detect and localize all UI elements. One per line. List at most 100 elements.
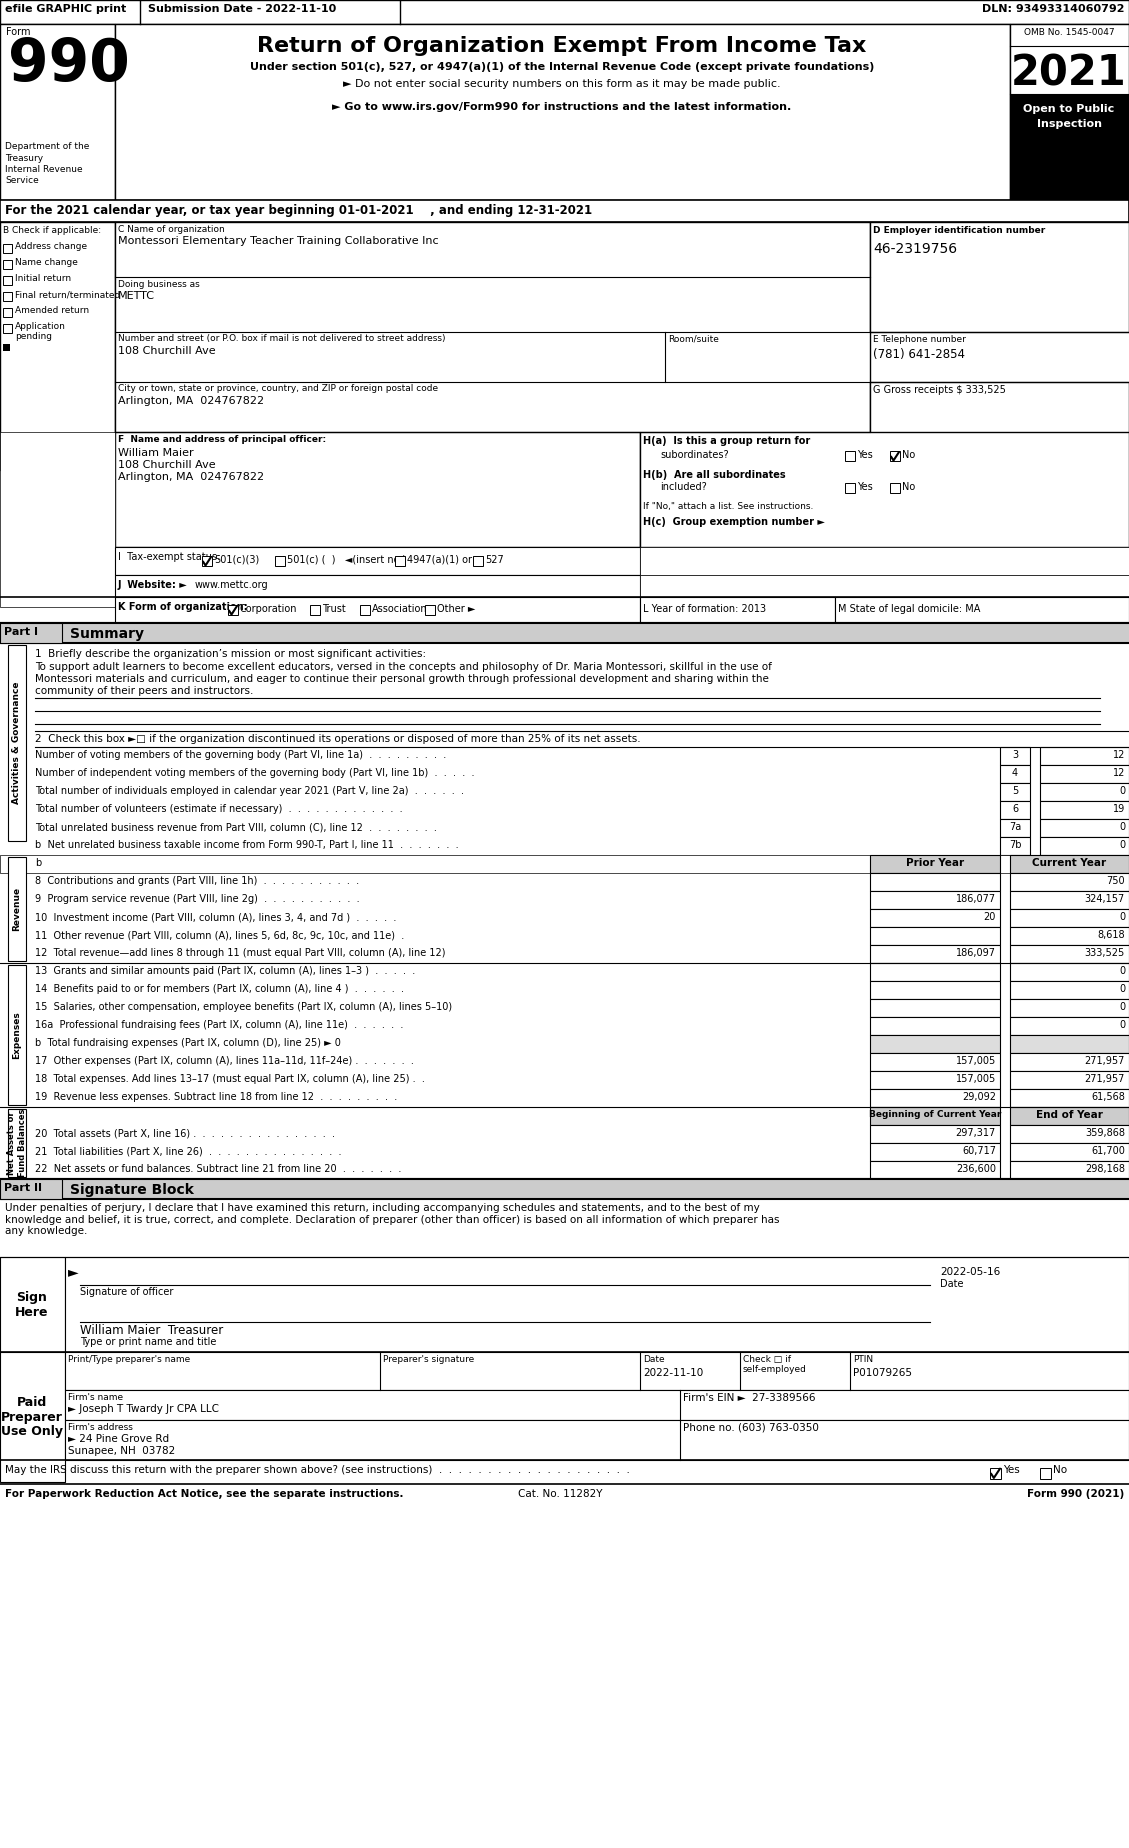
Text: Form: Form [6,28,30,37]
Text: 527: 527 [485,554,504,565]
Bar [1010,94,1129,200]
Bar [870,1000,1000,1016]
Text: 271,957: 271,957 [1085,1074,1124,1085]
Bar [835,597,1129,623]
Text: William Maier: William Maier [119,447,194,458]
Bar [1010,1144,1129,1161]
Text: 11  Other revenue (Part VIII, column (A), lines 5, 6d, 8c, 9c, 10c, and 11e)  .: 11 Other revenue (Part VIII, column (A),… [35,930,404,941]
Text: 297,317: 297,317 [956,1127,996,1138]
Text: 5: 5 [1012,785,1018,796]
Bar [0,623,62,643]
Bar [0,623,1129,643]
Text: Signature of officer: Signature of officer [80,1286,174,1297]
Text: H(a)  Is this a group return for: H(a) Is this a group return for [644,436,811,445]
Bar [870,1072,1000,1088]
Text: 333,525: 333,525 [1085,948,1124,957]
Bar [890,482,900,493]
Text: 2022-11-10: 2022-11-10 [644,1368,703,1379]
Text: Form 990 (2021): Form 990 (2021) [1026,1489,1124,1499]
Bar [1010,1107,1129,1125]
Bar [473,556,483,565]
Text: 501(c)(3): 501(c)(3) [215,554,260,565]
Text: Treasury: Treasury [5,153,43,163]
Bar [870,1161,1000,1179]
Text: Open to Public: Open to Public [1023,103,1114,115]
Bar [870,1016,1000,1035]
Text: b  Net unrelated business taxable income from Form 990-T, Part I, line 11  .  . : b Net unrelated business taxable income … [35,841,458,850]
Bar [8,1109,26,1177]
Text: 186,077: 186,077 [956,894,996,904]
Bar [202,556,212,565]
Text: 8  Contributions and grants (Part VIII, line 1h)  .  .  .  .  .  .  .  .  .  .  : 8 Contributions and grants (Part VIII, l… [35,876,359,885]
Text: Return of Organization Exempt From Income Tax: Return of Organization Exempt From Incom… [257,35,867,55]
Text: 324,157: 324,157 [1085,894,1124,904]
Text: 2022-05-16: 2022-05-16 [940,1268,1000,1277]
Bar [1010,1000,1129,1016]
Text: Final return/terminated: Final return/terminated [15,290,121,299]
Bar [1040,765,1129,784]
Bar [870,1144,1000,1161]
Bar [1000,747,1030,765]
Bar [1040,784,1129,800]
Text: PTIN: PTIN [854,1355,873,1364]
Bar [1010,1161,1129,1179]
Text: 20: 20 [983,913,996,922]
Text: 2  Check this box ►□ if the organization discontinued its operations or disposed: 2 Check this box ►□ if the organization … [35,734,640,745]
Bar [228,604,238,615]
Bar [1000,819,1030,837]
Text: Under penalties of perjury, I declare that I have examined this return, includin: Under penalties of perjury, I declare th… [5,1203,779,1236]
Bar [1010,909,1129,928]
Text: 14  Benefits paid to or for members (Part IX, column (A), line 4 )  .  .  .  .  : 14 Benefits paid to or for members (Part… [35,983,404,994]
Text: Service: Service [5,176,38,185]
Text: Total number of individuals employed in calendar year 2021 (Part V, line 2a)  . : Total number of individuals employed in … [35,785,464,796]
Bar [1010,872,1129,891]
Bar [870,856,1000,872]
Text: Part I: Part I [5,626,38,638]
Bar [0,1257,65,1353]
Text: Paid
Preparer
Use Only: Paid Preparer Use Only [1,1395,63,1438]
Text: No: No [902,482,916,492]
Text: Type or print name and title: Type or print name and title [80,1336,217,1347]
Bar [115,432,640,547]
Text: Address change: Address change [15,242,87,251]
Bar [1000,765,1030,784]
Text: DLN: 93493314060792: DLN: 93493314060792 [981,4,1124,15]
Text: For the 2021 calendar year, or tax year beginning 01-01-2021    , and ending 12-: For the 2021 calendar year, or tax year … [5,203,592,216]
Text: Application: Application [15,322,65,331]
Text: 0: 0 [1119,983,1124,994]
Text: 19  Revenue less expenses. Subtract line 18 from line 12  .  .  .  .  .  .  .  .: 19 Revenue less expenses. Subtract line … [35,1092,397,1101]
Bar [3,275,12,285]
Text: 0: 0 [1119,1020,1124,1029]
Text: D Employer identification number: D Employer identification number [873,225,1045,235]
Text: Total number of volunteers (estimate if necessary)  .  .  .  .  .  .  .  .  .  .: Total number of volunteers (estimate if … [35,804,403,813]
Bar [1010,1016,1129,1035]
Bar [1010,981,1129,1000]
Text: Date: Date [940,1279,963,1290]
Text: 19: 19 [1113,804,1124,813]
Text: included?: included? [660,482,707,492]
Bar [8,965,26,1105]
Text: Yes: Yes [857,451,873,460]
Text: Expenses: Expenses [12,1011,21,1059]
Bar [990,1467,1001,1478]
Text: 0: 0 [1119,785,1124,796]
Text: 13  Grants and similar amounts paid (Part IX, column (A), lines 1–3 )  .  .  .  : 13 Grants and similar amounts paid (Part… [35,967,415,976]
Bar [360,604,370,615]
Bar [870,1125,1000,1144]
Bar [115,222,870,469]
Bar [1010,856,1129,872]
Text: Department of the: Department of the [5,142,89,152]
Text: 18  Total expenses. Add lines 13–17 (must equal Part IX, column (A), line 25) . : 18 Total expenses. Add lines 13–17 (must… [35,1074,425,1085]
Text: 7b: 7b [1008,841,1022,850]
Text: Association: Association [371,604,428,614]
Text: 0: 0 [1119,967,1124,976]
Text: No: No [1053,1465,1067,1475]
Bar [1010,891,1129,909]
Text: For Paperwork Reduction Act Notice, see the separate instructions.: For Paperwork Reduction Act Notice, see … [5,1489,403,1499]
Text: Under section 501(c), 527, or 4947(a)(1) of the Internal Revenue Code (except pr: Under section 501(c), 527, or 4947(a)(1)… [250,63,874,72]
Bar [1040,1467,1051,1478]
Text: Submission Date - 2022-11-10: Submission Date - 2022-11-10 [148,4,336,15]
Text: End of Year: End of Year [1036,1111,1103,1120]
Text: Number and street (or P.O. box if mail is not delivered to street address): Number and street (or P.O. box if mail i… [119,334,446,344]
Text: Amended return: Amended return [15,307,89,314]
